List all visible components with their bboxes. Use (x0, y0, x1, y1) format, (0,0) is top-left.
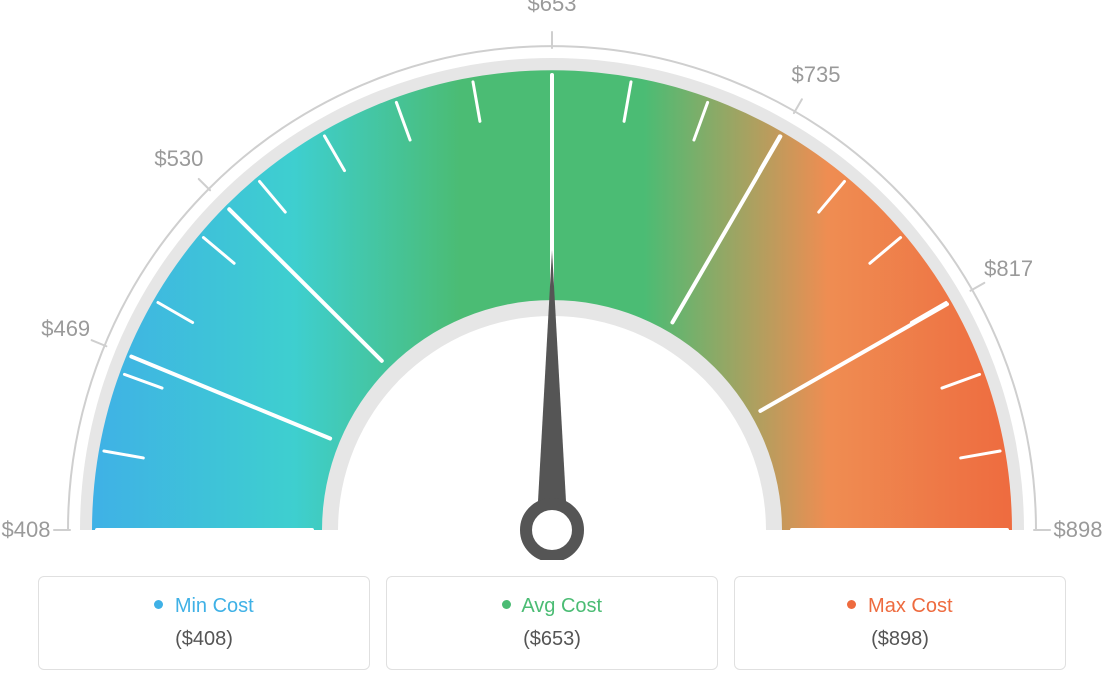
legend-row: Min Cost ($408) Avg Cost ($653) Max Cost… (0, 576, 1104, 670)
legend-min-label: Min Cost (175, 595, 254, 617)
dot-avg (502, 600, 511, 609)
tick-label: $898 (1054, 517, 1103, 543)
legend-max: Max Cost ($898) (734, 576, 1066, 670)
legend-avg: Avg Cost ($653) (386, 576, 718, 670)
legend-min-value: ($408) (49, 628, 359, 651)
legend-avg-title: Avg Cost (397, 595, 707, 618)
legend-max-value: ($898) (745, 628, 1055, 651)
legend-min: Min Cost ($408) (38, 576, 370, 670)
gauge-chart: $408 $469 $530 $653 $735 $817 $898 (0, 0, 1104, 560)
legend-min-title: Min Cost (49, 595, 359, 618)
legend-avg-label: Avg Cost (521, 595, 602, 617)
tick-label: $817 (984, 256, 1033, 282)
cost-gauge-container: $408 $469 $530 $653 $735 $817 $898 Min Cost ($… (0, 0, 1104, 690)
tick-label: $408 (2, 517, 51, 543)
legend-max-label: Max Cost (868, 595, 952, 617)
tick-label: $653 (528, 0, 577, 17)
dot-min (154, 600, 163, 609)
legend-avg-value: ($653) (397, 628, 707, 651)
tick-label: $735 (791, 62, 840, 88)
legend-max-title: Max Cost (745, 595, 1055, 618)
tick-label: $469 (41, 316, 90, 342)
dot-max (847, 600, 856, 609)
tick-label: $530 (154, 146, 203, 172)
